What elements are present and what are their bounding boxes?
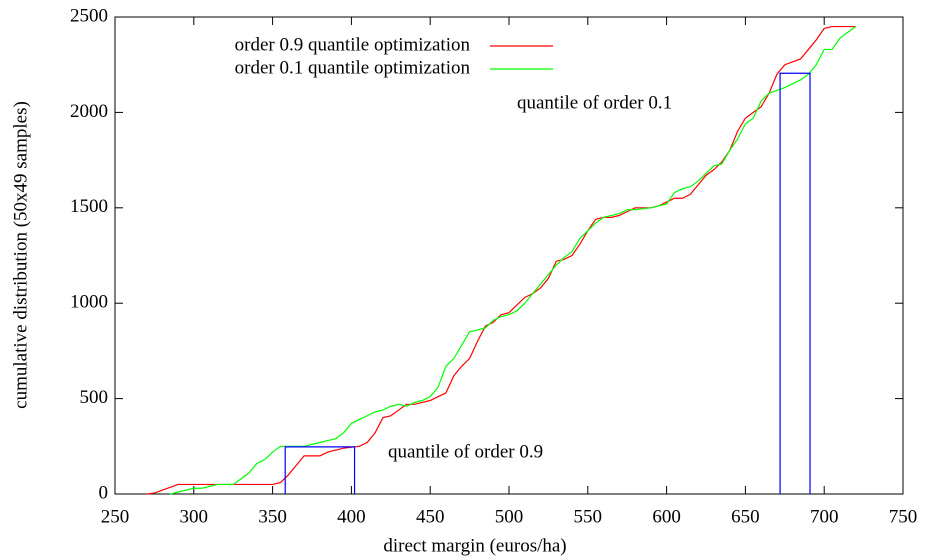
x-tick-label: 700 — [810, 506, 839, 527]
y-tick-label: 2000 — [70, 101, 108, 122]
x-tick-label: 500 — [495, 506, 524, 527]
y-axis-label: cumulative distribution (50x49 samples) — [10, 101, 31, 409]
x-tick-label: 550 — [574, 506, 603, 527]
x-tick-label: 750 — [889, 506, 918, 527]
y-tick-label: 2500 — [70, 5, 108, 26]
line — [170, 26, 857, 495]
x-tick-label: 400 — [337, 506, 366, 527]
x-tick-label: 250 — [101, 506, 130, 527]
x-tick-label: 450 — [416, 506, 445, 527]
y-tick-label: 500 — [80, 387, 109, 408]
x-tick-label: 300 — [180, 506, 209, 527]
x-axis-label: direct margin (euros/ha) — [383, 535, 566, 556]
line — [779, 72, 811, 494]
x-tick-label: 600 — [652, 506, 681, 527]
annotation: quantile of order 0.1 — [517, 92, 672, 113]
legend-label: order 0.9 quantile optimization — [235, 34, 471, 55]
y-tick-label: 0 — [99, 482, 109, 503]
plot-frame — [114, 16, 904, 495]
x-tick-label: 650 — [731, 506, 760, 527]
y-tick-label: 1000 — [70, 292, 108, 313]
legend-label: order 0.1 quantile optimization — [235, 57, 471, 78]
y-tick-label: 1500 — [70, 196, 108, 217]
line — [146, 25, 856, 495]
x-tick-label: 350 — [258, 506, 287, 527]
annotation: quantile of order 0.9 — [388, 441, 543, 462]
line — [284, 446, 356, 494]
